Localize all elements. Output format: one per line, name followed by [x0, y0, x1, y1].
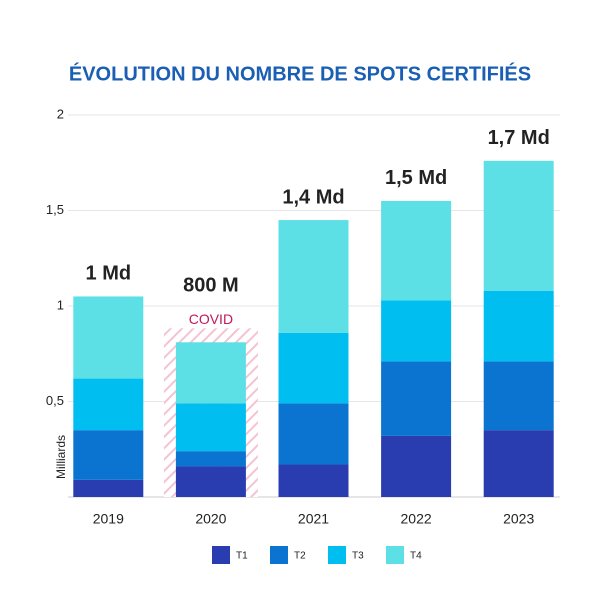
bar-segment	[483, 290, 554, 362]
annotation: COVID	[189, 311, 233, 327]
legend-swatch	[386, 546, 404, 564]
y-tick-label: 0,5	[46, 393, 64, 408]
bar-segment	[175, 466, 246, 497]
x-tick-label: 2020	[195, 511, 226, 527]
bar-segment	[381, 361, 452, 436]
total-label: 1 Md	[86, 263, 132, 285]
bar-segment	[175, 403, 246, 452]
legend-swatch	[328, 546, 346, 564]
bar-segment	[175, 342, 246, 404]
bar-segment	[483, 430, 554, 497]
x-tick-label: 2019	[93, 511, 124, 527]
bar-segment	[73, 296, 144, 379]
legend-label: T1	[236, 551, 248, 562]
x-tick-label: 2021	[298, 511, 329, 527]
bar-segment	[483, 361, 554, 431]
bar-segment	[381, 435, 452, 497]
total-label: 800 M	[183, 275, 239, 297]
bar-segment	[73, 430, 144, 480]
bar-segment	[278, 464, 349, 497]
y-axis-label: Milliards	[54, 435, 68, 479]
bar-segment	[278, 332, 349, 404]
bar-segment	[381, 200, 452, 301]
legend-label: T2	[294, 551, 306, 562]
bar-segment	[175, 451, 246, 467]
bar-segment	[381, 300, 452, 362]
y-tick-label: 1,5	[46, 202, 64, 217]
bar-segment	[483, 160, 554, 291]
total-label: 1,7 Md	[488, 127, 550, 149]
total-label: 1,5 Md	[385, 167, 447, 189]
y-tick-label: 1	[57, 297, 64, 312]
chart-title: ÉVOLUTION DU NOMBRE DE SPOTS CERTIFIÉS	[69, 62, 531, 85]
legend-label: T4	[410, 551, 422, 562]
bar-segment	[73, 378, 144, 431]
legend-swatch	[212, 546, 230, 564]
bar-segment	[73, 479, 144, 497]
legend-swatch	[270, 546, 288, 564]
total-label: 1,4 Md	[282, 186, 344, 208]
y-tick-label: 2	[57, 106, 64, 121]
bar-segment	[278, 220, 349, 333]
legend-label: T3	[352, 551, 364, 562]
bar-segment	[278, 403, 349, 465]
x-tick-label: 2023	[503, 511, 534, 527]
x-tick-label: 2022	[401, 511, 432, 527]
